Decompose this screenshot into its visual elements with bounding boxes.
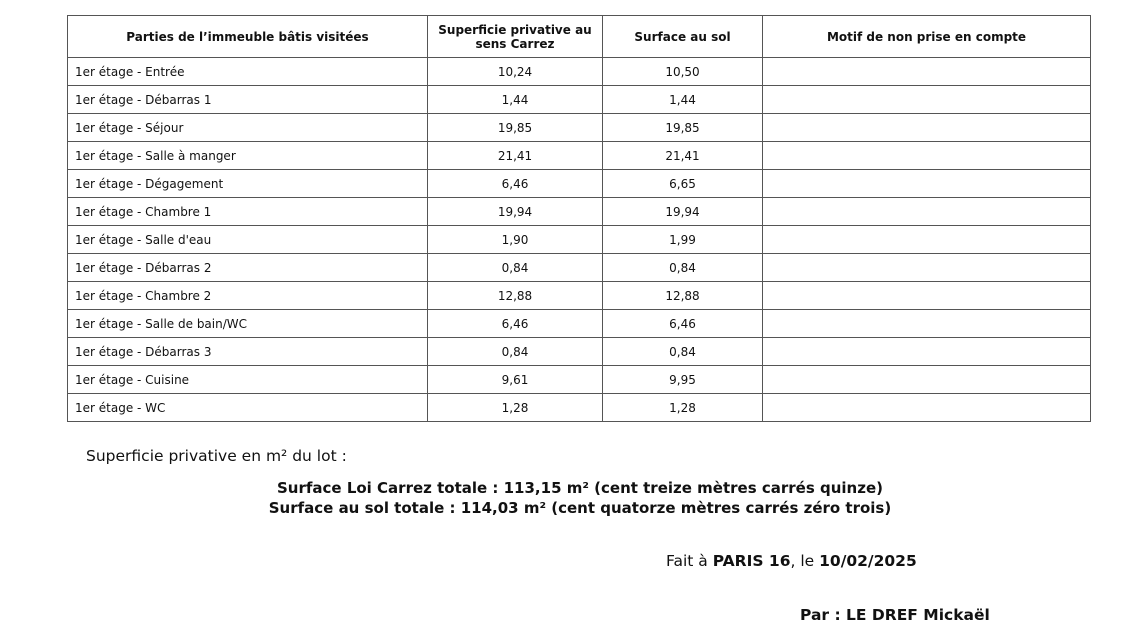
lot-label: Superficie privative en m² du lot : — [86, 447, 347, 465]
cell-carrez: 19,94 — [427, 197, 603, 226]
cell-room: 1er étage - Séjour — [67, 113, 428, 142]
header-sol: Surface au sol — [602, 15, 763, 58]
cell-carrez: 0,84 — [427, 337, 603, 366]
cell-motif — [762, 253, 1091, 282]
header-parties: Parties de l’immeuble bâtis visitées — [67, 15, 428, 58]
table-header-row: Parties de l’immeuble bâtis visitées Sup… — [67, 15, 1091, 58]
cell-room: 1er étage - Salle de bain/WC — [67, 309, 428, 338]
table-row: 1er étage - Entrée 10,24 10,50 — [67, 57, 1091, 86]
cell-carrez: 6,46 — [427, 169, 603, 198]
header-carrez: Superficie privative au sens Carrez — [427, 15, 603, 58]
cell-carrez: 6,46 — [427, 309, 603, 338]
table-row: 1er étage - Débarras 2 0,84 0,84 — [67, 253, 1091, 282]
cell-sol: 0,84 — [602, 337, 763, 366]
cell-motif — [762, 225, 1091, 254]
cell-carrez: 12,88 — [427, 281, 603, 310]
signatory: Par : LE DREF Mickaël — [800, 606, 990, 624]
cell-sol: 19,94 — [602, 197, 763, 226]
cell-room: 1er étage - Dégagement — [67, 169, 428, 198]
table-row: 1er étage - Séjour 19,85 19,85 — [67, 113, 1091, 142]
cell-sol: 10,50 — [602, 57, 763, 86]
le-text: , le — [790, 552, 820, 570]
fait-prefix: Fait à — [666, 552, 713, 570]
cell-sol: 1,28 — [602, 393, 763, 422]
cell-room: 1er étage - Salle à manger — [67, 141, 428, 170]
table-row: 1er étage - Salle à manger 21,41 21,41 — [67, 141, 1091, 170]
cell-room: 1er étage - Salle d'eau — [67, 225, 428, 254]
cell-carrez: 0,84 — [427, 253, 603, 282]
cell-sol: 6,65 — [602, 169, 763, 198]
table-row: 1er étage - Chambre 1 19,94 19,94 — [67, 197, 1091, 226]
fait-a: Fait à PARIS 16, le 10/02/2025 — [666, 552, 917, 570]
cell-sol: 1,99 — [602, 225, 763, 254]
cell-room: 1er étage - Cuisine — [67, 365, 428, 394]
table-row: 1er étage - Salle de bain/WC 6,46 6,46 — [67, 309, 1091, 338]
cell-sol: 6,46 — [602, 309, 763, 338]
cell-motif — [762, 393, 1091, 422]
cell-sol: 9,95 — [602, 365, 763, 394]
cell-motif — [762, 197, 1091, 226]
cell-room: 1er étage - Chambre 2 — [67, 281, 428, 310]
date: 10/02/2025 — [819, 552, 917, 570]
table-row: 1er étage - Dégagement 6,46 6,65 — [67, 169, 1091, 198]
cell-room: 1er étage - Débarras 3 — [67, 337, 428, 366]
header-motif: Motif de non prise en compte — [762, 15, 1091, 58]
cell-room: 1er étage - Entrée — [67, 57, 428, 86]
cell-sol: 1,44 — [602, 85, 763, 114]
table-row: 1er étage - Chambre 2 12,88 12,88 — [67, 281, 1091, 310]
sol-total: Surface au sol totale : 114,03 m² (cent … — [268, 499, 892, 517]
cell-motif — [762, 141, 1091, 170]
cell-carrez: 21,41 — [427, 141, 603, 170]
carrez-total: Surface Loi Carrez totale : 113,15 m² (c… — [277, 479, 883, 497]
cell-room: 1er étage - Débarras 2 — [67, 253, 428, 282]
table-row: 1er étage - Cuisine 9,61 9,95 — [67, 365, 1091, 394]
totals: Surface Loi Carrez totale : 113,15 m² (c… — [0, 478, 1139, 518]
table-row: 1er étage - WC 1,28 1,28 — [67, 393, 1091, 422]
table-row: 1er étage - Salle d'eau 1,90 1,99 — [67, 225, 1091, 254]
cell-motif — [762, 85, 1091, 114]
table-row: 1er étage - Débarras 3 0,84 0,84 — [67, 337, 1091, 366]
city: PARIS 16 — [712, 552, 791, 570]
cell-sol: 0,84 — [602, 253, 763, 282]
cell-sol: 19,85 — [602, 113, 763, 142]
cell-motif — [762, 281, 1091, 310]
cell-carrez: 1,90 — [427, 225, 603, 254]
cell-room: 1er étage - Chambre 1 — [67, 197, 428, 226]
cell-carrez: 10,24 — [427, 57, 603, 86]
cell-sol: 21,41 — [602, 141, 763, 170]
surface-table: Parties de l’immeuble bâtis visitées Sup… — [67, 15, 1091, 422]
cell-room: 1er étage - WC — [67, 393, 428, 422]
cell-carrez: 19,85 — [427, 113, 603, 142]
cell-carrez: 9,61 — [427, 365, 603, 394]
cell-sol: 12,88 — [602, 281, 763, 310]
cell-motif — [762, 337, 1091, 366]
cell-carrez: 1,44 — [427, 85, 603, 114]
table-row: 1er étage - Débarras 1 1,44 1,44 — [67, 85, 1091, 114]
cell-carrez: 1,28 — [427, 393, 603, 422]
cell-motif — [762, 57, 1091, 86]
cell-motif — [762, 365, 1091, 394]
cell-motif — [762, 169, 1091, 198]
cell-motif — [762, 309, 1091, 338]
cell-room: 1er étage - Débarras 1 — [67, 85, 428, 114]
cell-motif — [762, 113, 1091, 142]
